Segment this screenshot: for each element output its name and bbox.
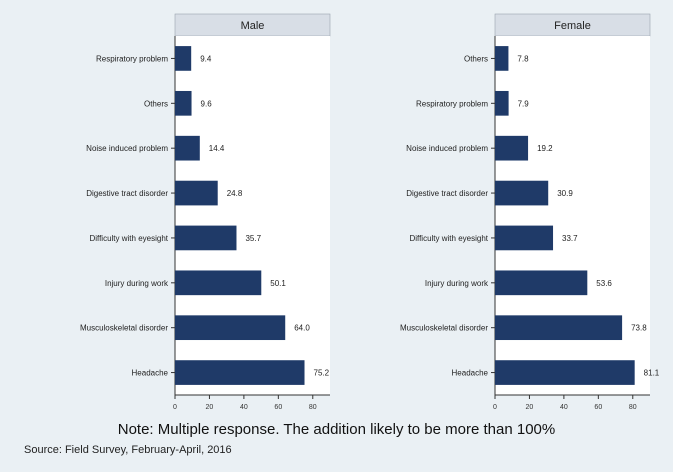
data-label: 50.1 [270, 279, 286, 288]
bar [495, 315, 623, 341]
x-tick-label: 40 [560, 404, 568, 411]
bar [495, 46, 509, 71]
bar [175, 270, 262, 296]
category-label: Musculoskeletal disorder [400, 324, 488, 333]
data-label: 9.6 [201, 99, 213, 108]
data-label: 24.8 [227, 189, 243, 198]
x-tick-label: 60 [594, 404, 602, 411]
chart: Male 0 20 40 60 80 Respiratory problem 9.4 Other… [80, 13, 660, 411]
bar [495, 270, 588, 296]
plot-area [495, 36, 650, 395]
panel-title: Female [554, 20, 591, 32]
bar [175, 46, 192, 71]
x-tick-label: 40 [240, 404, 248, 411]
category-label: Respiratory problem [416, 99, 488, 108]
bar [495, 180, 549, 206]
category-label: Digestive tract disorder [86, 189, 168, 198]
x-tick-label: 20 [206, 404, 214, 411]
x-tick-label: 60 [274, 404, 282, 411]
x-tick-label: 80 [309, 404, 317, 411]
category-label: Noise induced problem [86, 144, 168, 153]
category-label: Musculoskeletal disorder [80, 324, 168, 333]
plot-area [175, 36, 330, 395]
category-label: Noise induced problem [406, 144, 488, 153]
data-label: 7.8 [517, 54, 529, 63]
data-label: 53.6 [596, 279, 612, 288]
data-label: 9.4 [200, 54, 212, 63]
x-tick-label: 0 [493, 404, 497, 411]
bar [495, 225, 554, 251]
data-label: 75.2 [314, 369, 330, 378]
data-label: 19.2 [537, 144, 553, 153]
category-label: Injury during work [425, 279, 489, 288]
data-label: 7.9 [518, 99, 530, 108]
category-label: Difficulty with eyesight [89, 234, 168, 243]
bar [175, 360, 305, 385]
chart-note: Note: Multiple response. The addition li… [117, 421, 556, 438]
data-label: 35.7 [245, 234, 261, 243]
category-label: Respiratory problem [96, 54, 168, 63]
bar [495, 360, 635, 385]
data-label: 14.4 [209, 144, 225, 153]
data-label: 33.7 [562, 234, 578, 243]
bar [175, 135, 200, 161]
category-label: Headache [132, 369, 169, 378]
category-label: Headache [452, 369, 489, 378]
category-label: Digestive tract disorder [406, 189, 488, 198]
category-label: Others [144, 99, 168, 108]
category-label: Injury during work [105, 279, 169, 288]
data-label: 81.1 [644, 369, 660, 378]
panel-title: Male [241, 20, 265, 32]
bar [175, 315, 286, 341]
bar [495, 90, 509, 116]
bar [495, 135, 529, 161]
bar [175, 225, 237, 251]
category-label: Others [464, 54, 488, 63]
data-label: 30.9 [557, 189, 573, 198]
x-tick-label: 0 [173, 404, 177, 411]
x-tick-label: 20 [526, 404, 534, 411]
x-tick-label: 80 [629, 404, 637, 411]
data-label: 64.0 [294, 324, 310, 333]
data-label: 73.8 [631, 324, 647, 333]
chart-source: Source: Field Survey, February-April, 20… [24, 444, 232, 456]
bar [175, 90, 192, 116]
category-label: Difficulty with eyesight [409, 234, 488, 243]
bar [175, 180, 218, 206]
